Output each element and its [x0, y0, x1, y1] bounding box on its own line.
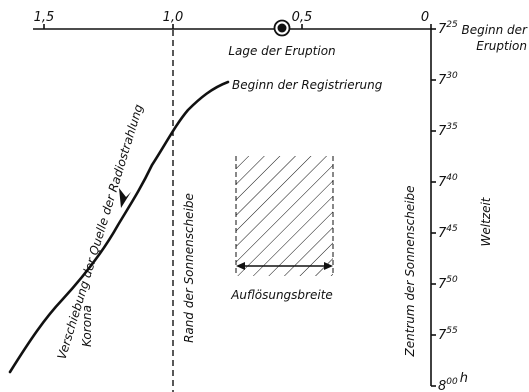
registration-start-label: Beginn der Registrierung [232, 78, 383, 92]
distance-axis-ticks: 1,5 1,0 0,5 0 [34, 10, 432, 29]
source-shift-curve [8, 80, 230, 374]
time-label-7-45-minute: 45 [446, 224, 458, 234]
time-label-7-55-hour: 7 [438, 328, 447, 343]
time-label-7-30-minute: 30 [446, 71, 458, 81]
time-label-8-00-minute: 00 [446, 377, 458, 387]
resolution-width-label: Auflösungsbreite [230, 288, 333, 302]
time-label-7-25: 725 [438, 20, 458, 37]
time-label-7-45-hour: 7 [438, 226, 447, 241]
resolution-arrowhead-right [324, 262, 333, 270]
time-label-7-55-minute: 55 [446, 326, 458, 336]
time-label-7-35: 735 [438, 122, 458, 139]
sun-edge-label: Rand der Sonnenscheibe [182, 193, 196, 343]
tick-label-1-0: 1,0 [163, 10, 184, 25]
resolution-box [235, 156, 334, 276]
sun-center-label: Zentrum der Sonnenscheibe [403, 185, 417, 357]
time-label-7-35-hour: 7 [438, 124, 447, 139]
source-shift-label: Verschiebung der Quelle der Radiostrahlu… [55, 102, 146, 361]
time-label-7-50-minute: 50 [446, 275, 458, 285]
eruption-marker-inner [277, 23, 287, 33]
time-label-8-00: 800 h [438, 371, 468, 392]
time-label-7-55: 755 [438, 326, 458, 343]
time-label-8-00-unit: h [460, 371, 468, 386]
eruption-location-label: Lage der Eruption [228, 44, 335, 58]
eruption-start-label-line1: Beginn der [461, 23, 528, 37]
time-label-7-35-minute: 35 [446, 122, 458, 132]
time-label-7-25-minute: 25 [446, 20, 458, 30]
time-label-7-50-hour: 7 [438, 277, 447, 292]
time-label-7-45: 745 [438, 224, 458, 241]
time-label-7-40: 740 [438, 173, 458, 190]
resolution-box-hatch [236, 156, 333, 276]
tick-label-0: 0 [421, 10, 429, 25]
time-label-7-25-hour: 7 [438, 22, 447, 37]
time-label-8-00-hour: 8 [438, 379, 446, 392]
time-label-7-40-hour: 7 [438, 175, 447, 190]
time-label-7-50: 750 [438, 275, 458, 292]
eruption-marker [273, 19, 291, 37]
corona-label: Korona [80, 305, 94, 347]
time-axis-title: Weltzeit [479, 196, 493, 246]
tick-label-0-5: 0,5 [292, 10, 313, 25]
time-label-7-30: 730 [438, 71, 458, 88]
tick-label-1-5: 1,5 [34, 10, 55, 25]
resolution-arrowhead-left [236, 262, 245, 270]
time-axis-ticks: 725 730 735 740 745 750 755 800 h [431, 20, 468, 392]
time-label-7-30-hour: 7 [438, 73, 447, 88]
eruption-start-label-line2: Eruption [476, 39, 527, 53]
source-shift-arrowhead [119, 188, 131, 208]
time-label-7-40-minute: 40 [446, 173, 458, 183]
